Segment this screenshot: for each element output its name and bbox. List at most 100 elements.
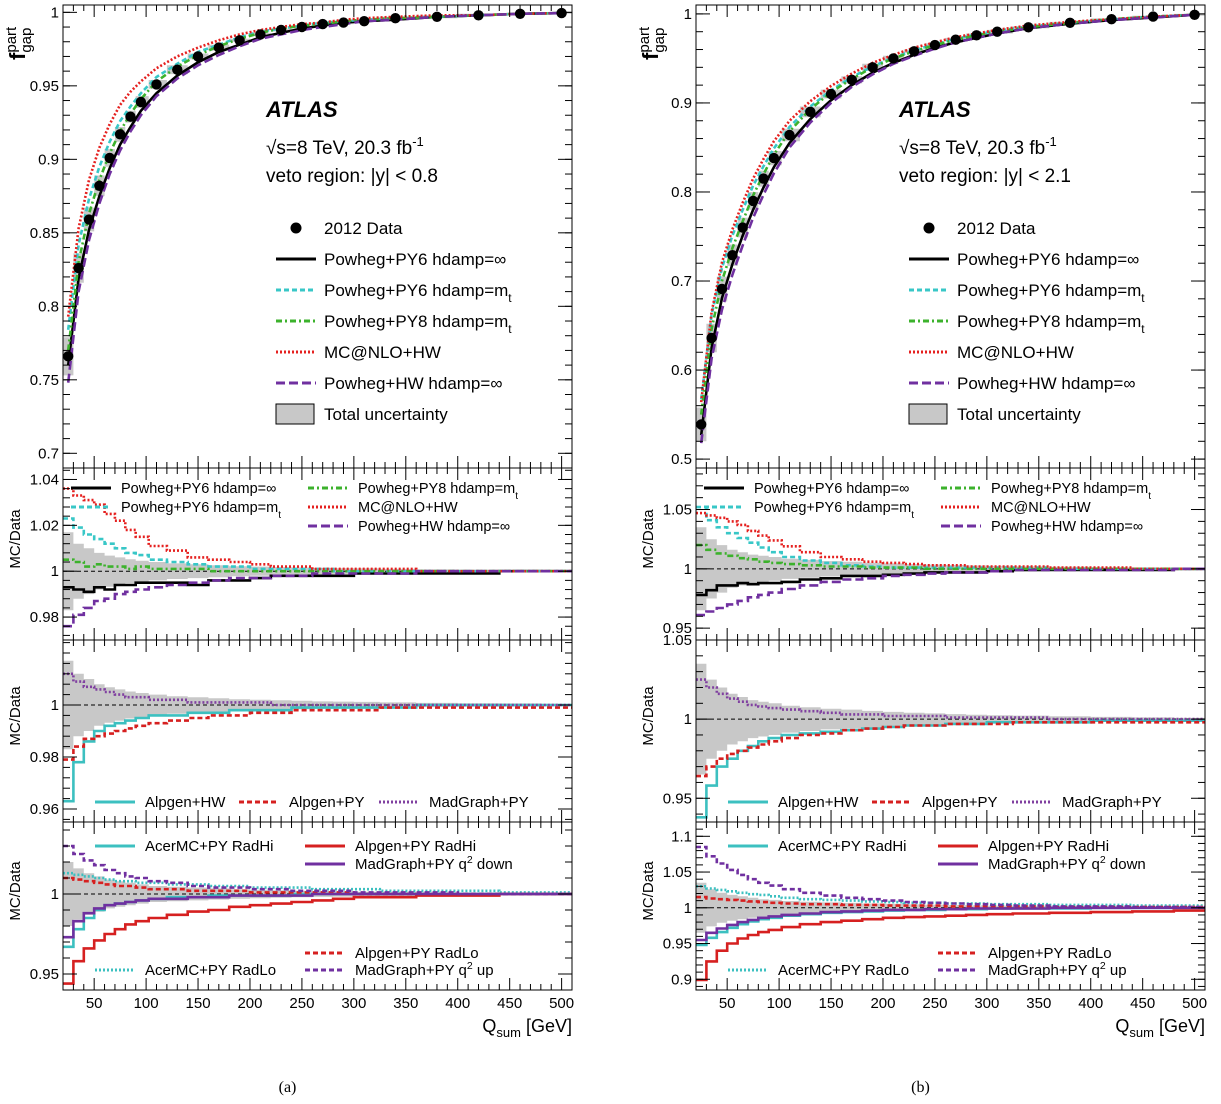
data-point xyxy=(784,129,795,141)
legend-label: Alpgen+HW xyxy=(145,794,226,811)
legend-label: Alpgen+PY xyxy=(289,794,364,811)
y-tick-label: 0.95 xyxy=(30,78,59,95)
legend-label: AcerMC+PY RadHi xyxy=(778,838,907,855)
x-tick-label: 150 xyxy=(186,995,211,1012)
y-tick-label: 0.7 xyxy=(671,273,692,290)
x-axis-title: Qsum [GeV] xyxy=(482,1016,572,1040)
data-point xyxy=(992,26,1003,37)
series-phhw xyxy=(63,569,572,628)
legend-label: MadGraph+PY q2 down xyxy=(355,854,513,873)
y-tick-label: 1 xyxy=(684,561,692,578)
legend-marker xyxy=(923,222,935,234)
x-tick-label: 50 xyxy=(719,995,736,1012)
series-ph6inf xyxy=(699,13,1195,436)
data-point xyxy=(1023,22,1034,33)
series-mgdown xyxy=(63,892,572,939)
legend-label: Powheg+PY6 hdamp=∞ xyxy=(121,481,276,497)
data-point xyxy=(1106,14,1117,25)
veto-region-label: veto region: |y| < 2.1 xyxy=(899,166,1071,187)
x-tick-label: 500 xyxy=(549,995,574,1012)
pad-plot-area xyxy=(63,844,572,985)
legend-label: Alpgen+PY RadHi xyxy=(355,838,476,855)
y-tick-label: 1.04 xyxy=(30,471,59,488)
data-point xyxy=(825,88,837,100)
series-radhi xyxy=(63,892,572,985)
x-tick-label: 200 xyxy=(237,995,262,1012)
legend-label: MadGraph+PY q2 up xyxy=(355,960,494,979)
legend-label: Powheg+PY8 hdamp=mt xyxy=(358,481,518,502)
legend-label: Alpgen+PY xyxy=(922,794,997,811)
legend-label: MadGraph+PY q2 up xyxy=(988,960,1127,979)
y-tick-label: 1.05 xyxy=(663,632,692,649)
legend-label: MadGraph+PY xyxy=(1062,794,1162,811)
y-tick-label: 0.9 xyxy=(671,95,692,112)
y-tick-label: 0.95 xyxy=(663,790,692,807)
y-tick-label: 1 xyxy=(51,697,59,714)
legend-label: Powheg+PY6 hdamp=mt xyxy=(754,500,914,521)
data-point xyxy=(1064,17,1076,28)
panel-a: 0.7 0.75 0.8 0.85 0.9 0.95 1 ATLAS √s=8 TeV, 20.… xyxy=(3,4,574,1096)
x-tick-label: 400 xyxy=(445,995,470,1012)
y-tick-label: 1 xyxy=(51,563,59,580)
series-mgup xyxy=(63,844,572,896)
legend-label: Alpgen+PY RadLo xyxy=(988,945,1112,962)
data-point xyxy=(63,351,74,362)
data-point xyxy=(768,152,780,164)
x-tick-label: 500 xyxy=(1182,995,1207,1012)
data-point xyxy=(275,24,287,36)
pad-main: 0.5 0.6 0.7 0.8 0.9 1 ATLAS √s=8 TeV, 20.3 fb-1… xyxy=(671,4,1206,469)
x-tick-label: 250 xyxy=(922,995,947,1012)
atlas-label: ATLAS xyxy=(265,97,338,122)
y-tick-label: 0.85 xyxy=(30,225,59,242)
pad-frame xyxy=(695,821,1206,991)
x-tick-label: 100 xyxy=(134,995,159,1012)
data-point xyxy=(867,62,878,73)
y-tick-label: 0.9 xyxy=(38,151,59,168)
y-tick-label: 1.1 xyxy=(671,828,692,845)
series-phhw xyxy=(66,11,562,383)
series-ph8mt xyxy=(63,558,572,573)
data-point xyxy=(747,195,759,207)
pad-plot-area xyxy=(63,487,572,628)
series-mcnlo xyxy=(66,11,562,317)
data-point xyxy=(514,8,526,19)
y-tick-label: 1 xyxy=(684,6,692,23)
y-tick-label: 0.8 xyxy=(38,298,59,315)
pad-frame xyxy=(62,4,573,469)
data-point xyxy=(192,51,204,62)
data-point xyxy=(390,13,401,24)
y-tick-label: 0.8 xyxy=(671,184,692,201)
data-point xyxy=(950,34,961,45)
legend-label: MC@NLO+HW xyxy=(991,500,1091,516)
series-radlo xyxy=(696,895,1205,909)
x-tick-label: 100 xyxy=(767,995,792,1012)
legend-label: Powheg+PY6 hdamp=∞ xyxy=(754,481,909,497)
ratio-axis-title: MC/Data xyxy=(7,686,24,746)
data-point xyxy=(929,39,941,51)
y-tick-label: 1.05 xyxy=(663,502,692,519)
x-tick-label: 450 xyxy=(1130,995,1155,1012)
series-ph8mt xyxy=(696,543,1205,571)
legend-label: Powheg+PY6 hdamp=mt xyxy=(121,500,281,521)
x-tick-label: 150 xyxy=(819,995,844,1012)
data-point xyxy=(359,16,370,27)
series-alpgenhw xyxy=(696,719,1205,819)
y-tick-label: 0.96 xyxy=(30,801,59,818)
y-tick-label: 0.95 xyxy=(30,966,59,983)
y-tick-label: 0.95 xyxy=(663,936,692,953)
series-phhw xyxy=(696,567,1205,617)
legend-label: Powheg+HW hdamp=∞ xyxy=(358,519,510,535)
x-tick-label: 450 xyxy=(497,995,522,1012)
y-tick-label: 0.6 xyxy=(671,362,692,379)
legend-label: Powheg+PY6 hdamp=∞ xyxy=(957,250,1139,269)
legend-label: Powheg+HW hdamp=∞ xyxy=(324,374,502,393)
x-tick-label: 50 xyxy=(86,995,103,1012)
y-tick-label: 1.02 xyxy=(30,517,59,534)
data-point xyxy=(696,419,707,430)
y-axis-title: fgappart xyxy=(636,26,668,60)
legend-label: MC@NLO+HW xyxy=(324,343,441,362)
pad-plot-area xyxy=(63,660,572,803)
pad-ratio3: 0.9 0.95 1 1.05 1.1 AcerMC+PY RadHi Alpgen+PY … xyxy=(663,821,1206,991)
ratio-axis-title: MC/Data xyxy=(7,861,24,921)
